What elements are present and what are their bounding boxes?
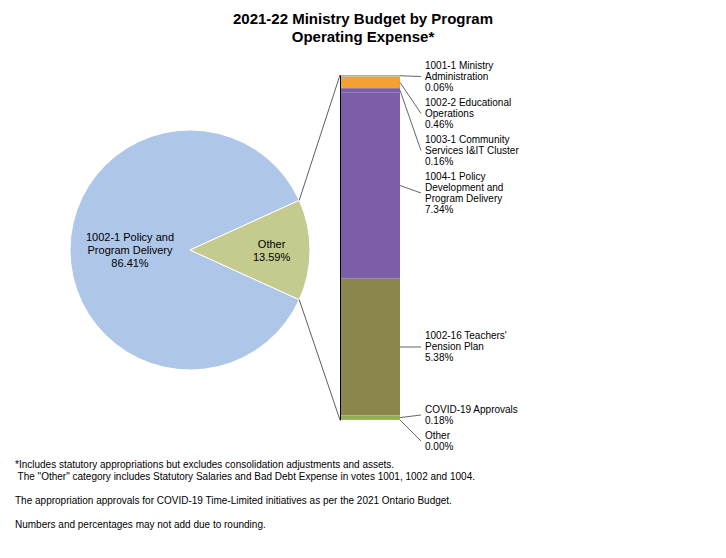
segment-label-line: 0.18% <box>425 415 453 426</box>
segment-label: Other0.00% <box>425 430 453 452</box>
pie-label-line: 1002-1 Policy and <box>86 231 174 243</box>
segment-label: 1002-16 Teachers'Pension Plan5.38% <box>425 330 507 363</box>
pie-label-line: Program Delivery <box>88 244 173 256</box>
pie <box>70 130 310 370</box>
connector-line <box>299 300 340 420</box>
leader-line <box>400 420 421 441</box>
segment-label-line: COVID-19 Approvals <box>425 404 518 415</box>
pie-label-line: 13.59% <box>253 251 291 263</box>
connectors <box>299 75 340 420</box>
segment-label-line: 7.34% <box>425 204 453 215</box>
bar-segment <box>340 75 400 77</box>
title-line: Operating Expense* <box>292 28 435 45</box>
segment-label-line: Administration <box>425 71 488 82</box>
segment-label-line: Operations <box>425 108 474 119</box>
bar-segment <box>340 279 400 416</box>
footnote-line: The appropriation approvals for COVID-19… <box>15 495 452 506</box>
segment-label: 1001-1 MinistryAdministration0.06% <box>425 60 493 93</box>
leader-line <box>400 415 421 418</box>
segment-labels: 1001-1 MinistryAdministration0.06% 1002-2… <box>400 60 519 452</box>
footnote-line: The "Other" category includes Statutory … <box>15 471 475 482</box>
pie-labels: 1002-1 Policy andProgram Delivery86.41% O… <box>86 231 291 269</box>
leader-line <box>400 185 421 193</box>
bar-segment <box>340 88 400 92</box>
leader-line <box>400 75 421 77</box>
leader-line <box>400 346 421 347</box>
segment-label-line: 5.38% <box>425 352 453 363</box>
footnote-line: *Includes statutory appropriations but e… <box>15 459 394 470</box>
pie-label-line: Other <box>258 238 286 250</box>
footnote-line: Numbers and percentages may not add due … <box>15 519 266 530</box>
segment-label-line: 1002-16 Teachers' <box>425 330 507 341</box>
pie-slice <box>190 200 310 299</box>
segment-label: COVID-19 Approvals0.18% <box>425 404 518 426</box>
connector-line <box>299 75 340 200</box>
leader-line <box>400 90 421 150</box>
title-line: 2021-22 Ministry Budget by Program <box>233 10 493 27</box>
segment-label-line: Program Delivery <box>425 193 502 204</box>
y-axis <box>340 76 341 421</box>
segment-label: 1003-1 CommunityServices I&IT Cluster0.1… <box>425 134 519 167</box>
segment-label-line: Development and <box>425 182 503 193</box>
segment-label-line: 0.46% <box>425 119 453 130</box>
segment-label-line: 0.16% <box>425 156 453 167</box>
segment-label-line: 1003-1 Community <box>425 134 509 145</box>
pie-label-line: 86.41% <box>111 257 149 269</box>
segment-label-line: 1004-1 Policy <box>425 171 486 182</box>
segment-label-line: 0.00% <box>425 441 453 452</box>
pie-label: Other13.59% <box>253 238 291 263</box>
bar-segment <box>340 415 400 420</box>
segment-label-line: Pension Plan <box>425 341 484 352</box>
title: 2021-22 Ministry Budget by ProgramOperat… <box>233 10 493 45</box>
segment-label: 1002-2 EducationalOperations0.46% <box>425 97 511 130</box>
axis-line <box>340 76 341 421</box>
segment-label-line: 1001-1 Ministry <box>425 60 493 71</box>
segment-label: 1004-1 PolicyDevelopment andProgram Deli… <box>425 171 503 215</box>
footnote: *Includes statutory appropriations but e… <box>15 459 475 530</box>
pie-label: 1002-1 Policy andProgram Delivery86.41% <box>86 231 174 269</box>
chart: 2021-22 Ministry Budget by ProgramOperat… <box>0 0 726 558</box>
segment-label-line: 1002-2 Educational <box>425 97 511 108</box>
bar-segment <box>340 419 400 420</box>
leader-line <box>400 82 421 113</box>
bar-segment <box>340 77 400 89</box>
segment-label-line: Other <box>425 430 451 441</box>
pie-slice <box>70 130 299 370</box>
bar-segment <box>340 92 400 278</box>
bar-plot <box>340 75 400 420</box>
segment-label-line: Services I&IT Cluster <box>425 145 519 156</box>
segment-label-line: 0.06% <box>425 82 453 93</box>
